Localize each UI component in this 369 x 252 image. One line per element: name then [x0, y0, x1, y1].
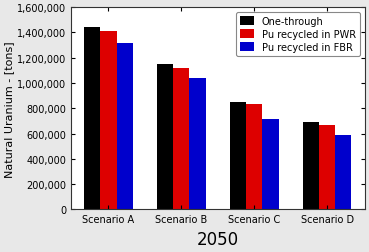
Bar — [230, 103, 246, 210]
Y-axis label: Natural Uranium - [tons]: Natural Uranium - [tons] — [4, 41, 14, 177]
Bar — [303, 123, 320, 210]
Bar — [246, 105, 262, 210]
Bar — [85, 28, 100, 210]
Bar — [320, 126, 335, 210]
Bar — [117, 44, 132, 210]
Bar — [173, 69, 190, 210]
Bar — [190, 79, 206, 210]
X-axis label: 2050: 2050 — [197, 230, 239, 248]
Bar — [335, 136, 352, 210]
Legend: One-through, Pu recycled in PWR, Pu recycled in FBR: One-through, Pu recycled in PWR, Pu recy… — [236, 13, 360, 56]
Bar — [158, 65, 173, 210]
Bar — [100, 32, 117, 210]
Bar — [262, 119, 279, 210]
